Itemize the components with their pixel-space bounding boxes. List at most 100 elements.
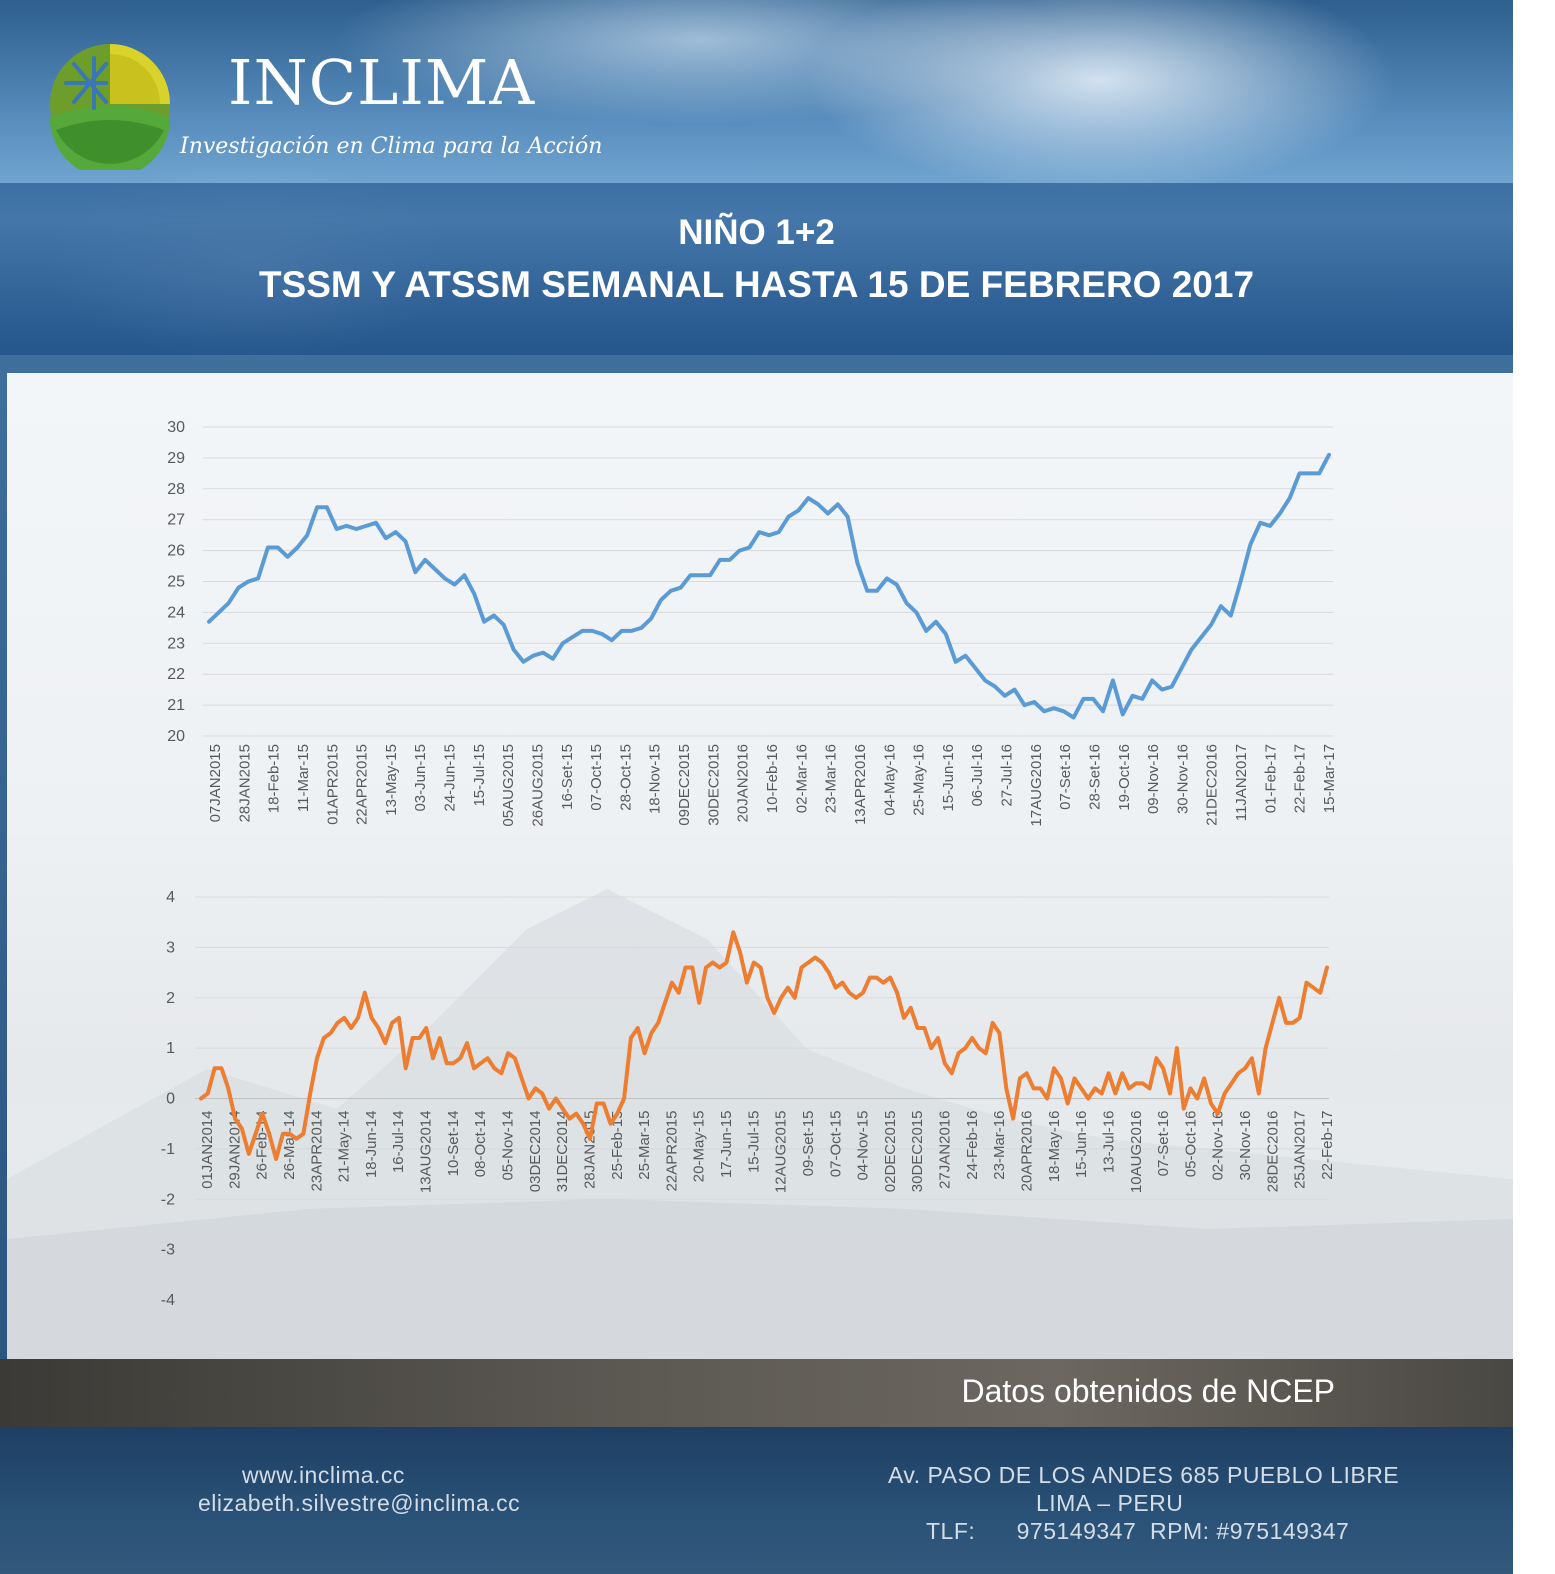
tssm-x-tick-label: 28-Oct-15	[617, 744, 634, 811]
atssm-y-tick-label: 0	[166, 1091, 175, 1108]
atssm-x-tick-label: 22-Feb-17	[1319, 1111, 1336, 1180]
tssm-x-tick-label: 03-Jun-15	[412, 744, 429, 812]
tssm-x-tick-label: 17AUG2016	[1028, 744, 1045, 827]
atssm-y-tick-label: 3	[166, 939, 175, 956]
tssm-x-tick-label: 06-Jul-16	[969, 744, 986, 807]
atssm-y-tick-label: -3	[161, 1242, 175, 1259]
atssm-x-tick-label: 09-Set-15	[800, 1111, 817, 1177]
poster-background: INCLIMA Investigación en Clima para la A…	[0, 0, 1513, 1574]
atssm-x-tick-label: 01JAN2014	[199, 1111, 216, 1189]
tssm-x-axis: 07JAN2015 28JAN2015 18-Feb-15 11-Mar-15 01AP…	[207, 744, 1338, 827]
atssm-x-tick-label: 15-Jul-15	[745, 1111, 762, 1174]
atssm-y-tick-label: 4	[166, 889, 175, 906]
tssm-x-tick-label: 11-Mar-15	[295, 744, 312, 812]
atssm-x-tick-label: 03DEC2014	[527, 1111, 544, 1193]
tssm-x-tick-label: 13-May-15	[383, 744, 400, 816]
tssm-x-tick-label: 18-Nov-15	[647, 744, 664, 814]
tssm-x-tick-label: 18-Feb-15	[266, 744, 283, 813]
tssm-y-tick-label: 24	[167, 604, 185, 621]
tssm-x-tick-label: 25-May-16	[911, 744, 928, 816]
tssm-x-tick-label: 15-Jul-15	[471, 744, 488, 807]
atssm-x-tick-label: 07-Set-16	[1155, 1111, 1172, 1177]
tssm-x-tick-label: 07JAN2015	[207, 744, 224, 822]
tssm-x-tick-label: 15-Jun-16	[940, 744, 957, 812]
atssm-x-tick-label: 12AUG2015	[773, 1111, 790, 1194]
atssm-x-tick-label: 25JAN2017	[1292, 1111, 1309, 1189]
atssm-x-tick-label: 23-Mar-16	[991, 1111, 1008, 1180]
atssm-chart: -4 -3 -2 -1 0 1 2 3 4 01JAN2014 29JAN2014 26-Feb-1…	[161, 889, 1336, 1309]
page-margin	[1513, 0, 1555, 1574]
tssm-line	[207, 452, 1331, 720]
tssm-y-tick-label: 22	[167, 666, 185, 683]
atssm-x-tick-label: 26-Feb-14	[254, 1111, 271, 1180]
chart-title-subject: TSSM Y ATSSM SEMANAL HASTA 15 DE FEBRERO…	[258, 264, 1255, 305]
tssm-y-tick-label: 28	[167, 481, 185, 498]
atssm-x-tick-label: 24-Feb-16	[964, 1111, 981, 1180]
atssm-x-tick-label: 31DEC2014	[554, 1111, 571, 1193]
tssm-x-tick-label: 30DEC2015	[705, 744, 722, 826]
atssm-y-tick-label: 1	[166, 1040, 175, 1057]
atssm-x-tick-label: 27JAN2016	[937, 1111, 954, 1189]
tssm-x-tick-label: 01APR2015	[324, 744, 341, 825]
atssm-y-tick-label: 2	[166, 990, 175, 1007]
atssm-x-tick-label: 05-Oct-16	[1182, 1111, 1199, 1178]
tssm-x-tick-label: 19-Oct-16	[1116, 744, 1133, 811]
atssm-x-tick-label: 15-Jun-16	[1073, 1111, 1090, 1179]
tssm-x-tick-label: 20JAN2016	[735, 744, 752, 822]
inclima-logo	[50, 44, 170, 170]
tssm-y-tick-label: 27	[167, 512, 185, 529]
atssm-x-tick-label: 30-Nov-16	[1237, 1111, 1254, 1181]
atssm-x-tick-label: 10AUG2016	[1128, 1111, 1145, 1194]
atssm-x-tick-label: 17-Jun-15	[718, 1111, 735, 1179]
tssm-y-tick-label: 21	[167, 697, 185, 714]
atssm-y-axis: -4 -3 -2 -1 0 1 2 3 4	[161, 889, 175, 1309]
tssm-x-tick-label: 28JAN2015	[236, 744, 253, 822]
atssm-x-tick-label: 02-Nov-16	[1210, 1111, 1227, 1181]
tssm-x-tick-label: 09DEC2015	[676, 744, 693, 826]
tssm-y-tick-label: 20	[167, 728, 185, 745]
tssm-x-tick-label: 23-Mar-16	[823, 744, 840, 813]
atssm-y-tick-label: -2	[161, 1191, 175, 1208]
atssm-x-tick-label: 18-Jun-14	[363, 1111, 380, 1179]
atssm-x-tick-label: 22APR2015	[663, 1111, 680, 1192]
tssm-x-tick-label: 21DEC2016	[1204, 744, 1221, 826]
atssm-x-tick-label: 02DEC2015	[882, 1111, 899, 1193]
atssm-x-tick-label: 20-May-15	[691, 1111, 708, 1183]
tssm-x-tick-label: 05AUG2015	[500, 744, 517, 827]
atssm-series	[199, 930, 1329, 1161]
footer-email-link[interactable]: elizabeth.silvestre@inclima.cc	[198, 1490, 521, 1516]
atssm-x-tick-label: 04-Nov-15	[855, 1111, 872, 1181]
atssm-x-tick-label: 29JAN2014	[226, 1111, 243, 1189]
atssm-x-tick-label: 13AUG2014	[418, 1111, 435, 1194]
tssm-x-tick-label: 28-Set-16	[1086, 744, 1103, 810]
tssm-y-tick-label: 26	[167, 543, 185, 560]
brand-tagline: Investigación en Clima para la Acción	[180, 134, 603, 159]
brand-name: INCLIMA	[228, 46, 536, 119]
footer-website-link[interactable]: www.inclima.cc	[242, 1462, 405, 1488]
tssm-y-tick-label: 29	[167, 450, 185, 467]
tssm-x-tick-label: 01-Feb-17	[1262, 744, 1279, 813]
source-note: Datos obtenidos de NCEP	[961, 1373, 1335, 1409]
tssm-x-tick-label: 11JAN2017	[1233, 744, 1250, 821]
atssm-x-tick-label: 20APR2016	[1019, 1111, 1036, 1192]
chart-panel: 20 21 22 23 24 25 26 27 28 29 30 07JAN2015 28JAN201…	[7, 373, 1513, 1359]
tssm-x-tick-label: 26AUG2015	[529, 744, 546, 827]
atssm-y-tick-label: -1	[161, 1141, 175, 1158]
title-band	[0, 183, 1513, 355]
tssm-x-tick-label: 30-Nov-16	[1174, 744, 1191, 814]
atssm-x-tick-label: 05-Nov-14	[499, 1111, 516, 1181]
footer	[0, 1427, 1513, 1574]
tssm-y-tick-label: 23	[167, 635, 185, 652]
atssm-x-tick-label: 07-Oct-15	[827, 1111, 844, 1178]
tssm-x-tick-label: 22-Feb-17	[1292, 744, 1309, 813]
tssm-x-tick-label: 02-Mar-16	[793, 744, 810, 813]
atssm-x-tick-label: 28DEC2016	[1264, 1111, 1281, 1193]
tssm-x-tick-label: 07-Oct-15	[588, 744, 605, 811]
tssm-x-tick-label: 13APR2016	[852, 744, 869, 825]
footer-phone: TLF: 975149347 RPM: #975149347	[926, 1518, 1350, 1544]
atssm-gridlines	[195, 896, 1329, 1301]
tssm-y-tick-label: 25	[167, 574, 185, 591]
tssm-y-axis: 20 21 22 23 24 25 26 27 28 29 30	[167, 419, 185, 745]
atssm-x-tick-label: 23APR2014	[308, 1111, 325, 1192]
